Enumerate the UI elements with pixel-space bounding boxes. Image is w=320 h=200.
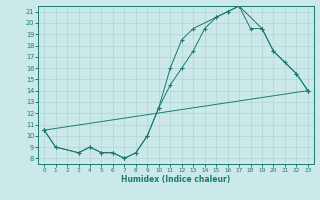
X-axis label: Humidex (Indice chaleur): Humidex (Indice chaleur) bbox=[121, 175, 231, 184]
